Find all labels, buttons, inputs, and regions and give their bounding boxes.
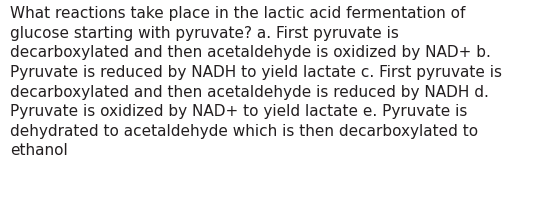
Text: What reactions take place in the lactic acid fermentation of
glucose starting wi: What reactions take place in the lactic … bbox=[10, 6, 502, 158]
